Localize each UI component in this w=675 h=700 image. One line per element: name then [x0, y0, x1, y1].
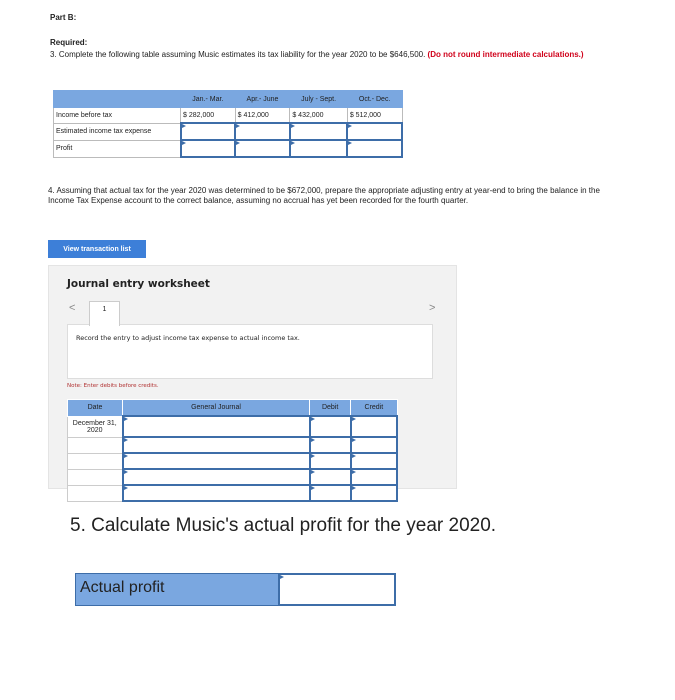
q4-text: 4. Assuming that actual tax for the year… [48, 186, 600, 205]
required-heading: Required: [50, 38, 88, 47]
date-cell: December 31, 2020 [67, 415, 123, 438]
header-q4: Oct.- Dec. [346, 90, 403, 108]
header-date: Date [67, 399, 123, 417]
worksheet-title: Journal entry worksheet [67, 278, 210, 290]
tax-input-q2[interactable] [234, 122, 291, 141]
value-cell: $ 282,000 [180, 107, 236, 124]
instruction-text: Record the entry to adjust income tax ex… [76, 334, 300, 342]
q3-note: (Do not round intermediate calculations.… [427, 50, 584, 59]
header-credit: Credit [350, 399, 398, 417]
row-label: Estimated income tax expense [53, 122, 181, 141]
actual-profit-input[interactable] [278, 573, 396, 606]
header-q3: July - Sept. [289, 90, 348, 108]
journal-row [67, 452, 399, 470]
profit-input-q3[interactable] [288, 139, 349, 158]
date-cell [67, 484, 123, 502]
date-cell [67, 436, 123, 454]
debit-note: Note: Enter debits before credits. [67, 383, 159, 389]
tax-input-q4[interactable] [346, 122, 403, 141]
journal-row: December 31, 2020 [67, 415, 399, 438]
header-general-journal: General Journal [122, 399, 310, 417]
actual-profit-label-cell: Actual profit [75, 573, 280, 606]
header-q1: Jan.- Mar. [180, 90, 236, 108]
journal-row [67, 484, 399, 502]
account-input[interactable] [121, 415, 311, 438]
credit-input[interactable] [349, 436, 399, 454]
credit-input[interactable] [349, 484, 399, 502]
journal-table: Date General Journal Debit Credit December … [67, 399, 399, 502]
debit-input[interactable] [308, 452, 352, 470]
view-transaction-list-button[interactable]: View transaction list [48, 240, 146, 258]
value-cell: $ 512,000 [346, 107, 403, 124]
date-cell [67, 452, 123, 470]
account-input[interactable] [121, 436, 311, 454]
date-cell [67, 468, 123, 486]
q3-prompt: 3. Complete the following table assuming… [50, 50, 426, 59]
next-arrow-icon[interactable]: > [429, 302, 436, 314]
tax-input-q3[interactable] [288, 122, 349, 141]
value-cell: $ 412,000 [234, 107, 291, 124]
tab-1[interactable]: 1 [89, 301, 120, 326]
instruction-box: Record the entry to adjust income tax ex… [67, 324, 433, 379]
credit-input[interactable] [349, 452, 399, 470]
journal-row [67, 468, 399, 486]
account-input[interactable] [121, 452, 311, 470]
prev-arrow-icon[interactable]: < [69, 302, 76, 314]
table-row: Profit [53, 139, 403, 158]
credit-input[interactable] [349, 468, 399, 486]
table-row: Estimated income tax expense [53, 122, 403, 141]
q5-text: 5. Calculate Music's actual profit for t… [70, 515, 497, 536]
header-q2: Apr.- June [234, 90, 291, 108]
row-label: Income before tax [53, 107, 181, 124]
value-cell: $ 432,000 [289, 107, 348, 124]
debit-input[interactable] [308, 415, 352, 438]
row-label: Profit [53, 139, 181, 158]
profit-input-q1[interactable] [179, 139, 237, 158]
part-heading: Part B: [50, 13, 77, 22]
journal-row [67, 436, 399, 454]
profit-input-q2[interactable] [234, 139, 291, 158]
account-input[interactable] [121, 468, 311, 486]
credit-input[interactable] [349, 415, 399, 438]
q3-text: 3. Complete the following table assuming… [50, 49, 630, 61]
journal-worksheet: Journal entry worksheet < > 1 Record the… [48, 265, 457, 502]
account-input[interactable] [121, 484, 311, 502]
quarterly-table: Jan.- Mar. Apr.- June July - Sept. Oct.- De… [53, 90, 403, 158]
debit-input[interactable] [308, 436, 352, 454]
actual-profit-label: Actual profit [80, 579, 165, 596]
table-row: Income before tax $ 282,000 $ 412,000 $ 432… [53, 107, 403, 124]
debit-input[interactable] [308, 468, 352, 486]
profit-input-q4[interactable] [346, 139, 403, 158]
header-blank [53, 90, 181, 108]
header-debit: Debit [308, 399, 352, 417]
tax-input-q1[interactable] [179, 122, 237, 141]
debit-input[interactable] [308, 484, 352, 502]
